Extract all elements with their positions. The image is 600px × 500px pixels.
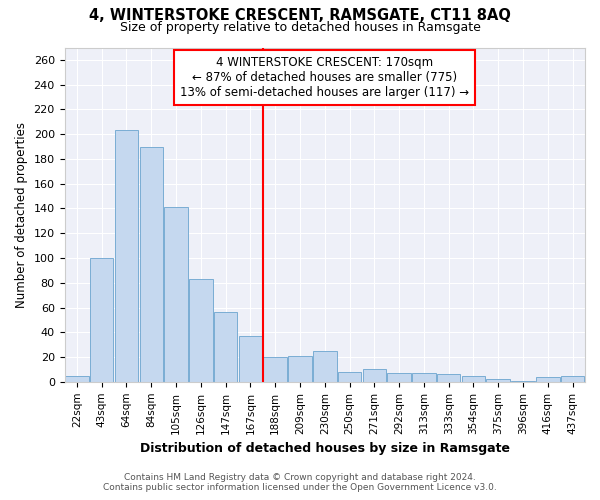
Bar xyxy=(90,258,113,382)
Bar xyxy=(164,207,188,382)
Bar xyxy=(140,146,163,382)
Bar xyxy=(536,377,560,382)
Text: Contains HM Land Registry data © Crown copyright and database right 2024.
Contai: Contains HM Land Registry data © Crown c… xyxy=(103,473,497,492)
Bar xyxy=(487,380,510,382)
Bar xyxy=(338,372,361,382)
Bar xyxy=(115,130,138,382)
Bar xyxy=(362,370,386,382)
Text: 4, WINTERSTOKE CRESCENT, RAMSGATE, CT11 8AQ: 4, WINTERSTOKE CRESCENT, RAMSGATE, CT11 … xyxy=(89,8,511,22)
X-axis label: Distribution of detached houses by size in Ramsgate: Distribution of detached houses by size … xyxy=(140,442,510,455)
Bar xyxy=(561,376,584,382)
Y-axis label: Number of detached properties: Number of detached properties xyxy=(15,122,28,308)
Bar xyxy=(214,312,238,382)
Bar xyxy=(288,356,312,382)
Bar xyxy=(511,380,535,382)
Bar xyxy=(461,376,485,382)
Bar xyxy=(263,357,287,382)
Bar xyxy=(437,374,460,382)
Text: Size of property relative to detached houses in Ramsgate: Size of property relative to detached ho… xyxy=(119,21,481,34)
Bar xyxy=(65,376,89,382)
Bar xyxy=(388,373,411,382)
Bar xyxy=(189,279,212,382)
Bar xyxy=(412,373,436,382)
Text: 4 WINTERSTOKE CRESCENT: 170sqm
← 87% of detached houses are smaller (775)
13% of: 4 WINTERSTOKE CRESCENT: 170sqm ← 87% of … xyxy=(180,56,469,99)
Bar xyxy=(313,351,337,382)
Bar xyxy=(239,336,262,382)
